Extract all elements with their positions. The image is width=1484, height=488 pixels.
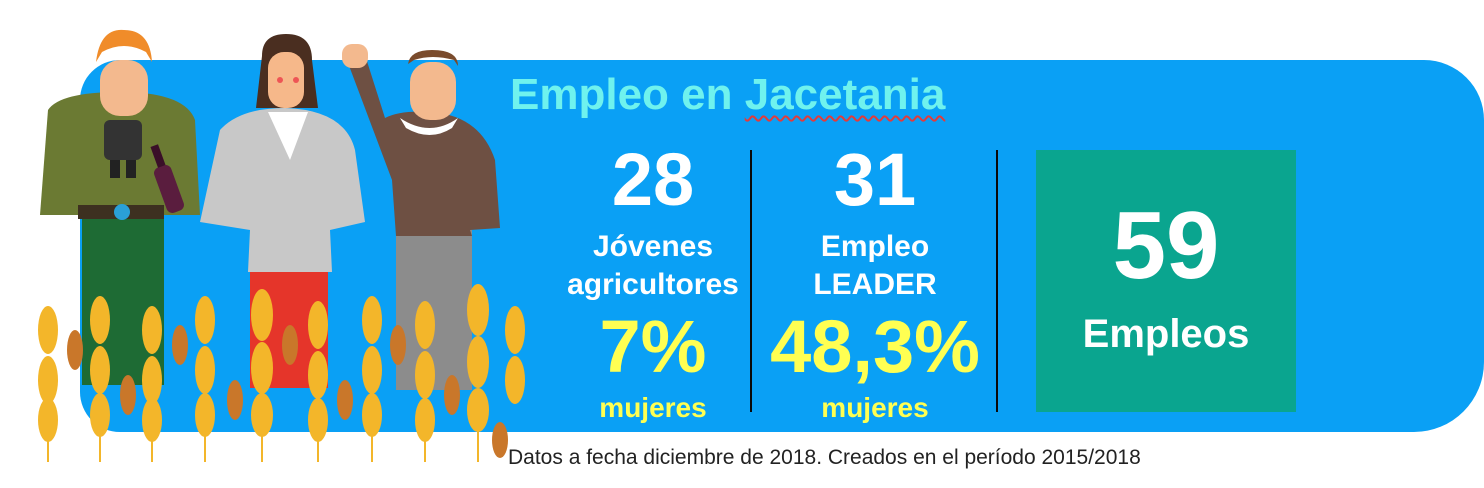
stat-percent: 7%: [599, 305, 707, 388]
farmer-waving: [342, 44, 500, 390]
divider: [750, 150, 752, 412]
farmers-illustration: [38, 29, 525, 462]
stat-percent-label: mujeres: [599, 392, 707, 423]
page-title: Empleo en Jacetania: [510, 70, 946, 119]
stat-leader-employment: 31 Empleo LEADER 48,3% mujeres: [760, 140, 990, 424]
farmer-woman: [200, 34, 365, 388]
total-employment-box: 59 Empleos: [1036, 150, 1296, 412]
stat-percent: 48,3%: [770, 305, 980, 388]
stat-number: 31: [833, 138, 917, 221]
stat-number: 28: [611, 138, 695, 221]
stat-young-farmers: 28 Jóvenes agricultores 7% mujeres: [538, 140, 768, 424]
stat-label: Jóvenes agricultores: [567, 230, 739, 301]
footnote: Datos a fecha diciembre de 2018. Creados…: [508, 446, 1141, 469]
wine-bottle: [150, 144, 184, 213]
farmer-with-binoculars: [40, 29, 200, 385]
wheat-field: [38, 284, 525, 462]
total-number: 59: [1112, 192, 1220, 299]
total-label: Empleos: [1082, 312, 1250, 356]
stat-label: Empleo LEADER: [813, 230, 937, 301]
stat-percent-label: mujeres: [821, 392, 929, 423]
divider: [996, 150, 998, 412]
